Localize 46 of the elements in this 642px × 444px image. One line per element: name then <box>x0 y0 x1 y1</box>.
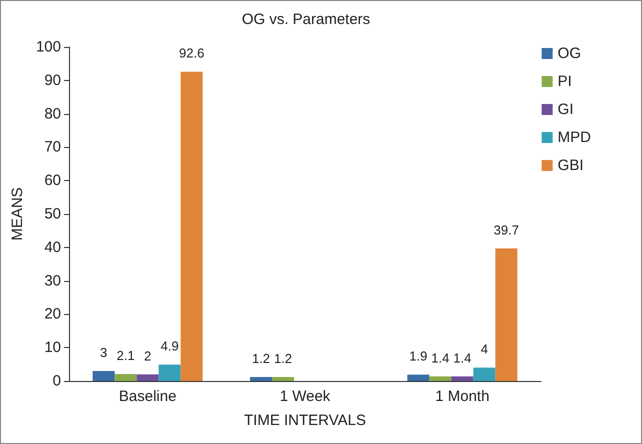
x-tick-label: 1 Week <box>280 388 331 405</box>
bar <box>429 376 452 381</box>
bar <box>180 72 203 381</box>
bar <box>495 248 518 381</box>
y-tick-label: 40 <box>44 238 61 256</box>
data-label: 1.4 <box>431 350 450 366</box>
y-tick-label: 30 <box>44 272 61 290</box>
y-tick-label: 20 <box>44 306 61 323</box>
legend-label: PI <box>558 73 572 90</box>
x-axis-title: TIME INTERVALS <box>244 412 366 429</box>
bar <box>473 368 496 381</box>
data-label: 1.9 <box>409 348 428 364</box>
data-label: 1.2 <box>274 350 292 366</box>
x-tick-label: 1 Month <box>435 388 490 405</box>
data-label: 2 <box>144 348 152 364</box>
y-tick-label: 80 <box>44 105 61 122</box>
data-label: 92.6 <box>179 46 204 61</box>
bar <box>407 374 430 381</box>
legend-label: MPD <box>558 129 592 146</box>
data-label: 4 <box>480 342 488 357</box>
legend-label: GI <box>558 101 574 118</box>
bar <box>114 374 137 381</box>
bar <box>92 370 115 381</box>
chart-title: OG vs. Parameters <box>242 11 370 28</box>
bar <box>136 374 159 381</box>
x-tick-label: Baseline <box>118 388 176 405</box>
legend-label: OG <box>558 45 582 62</box>
bar <box>158 364 181 381</box>
bar <box>250 376 272 381</box>
y-tick-label: 100 <box>36 38 61 56</box>
y-tick-label: 60 <box>44 172 61 190</box>
y-tick-label: 10 <box>44 339 61 356</box>
bar <box>272 376 294 381</box>
data-label: 1.4 <box>453 350 472 366</box>
data-label: 2.1 <box>116 348 135 363</box>
legend-label: GBI <box>558 157 584 174</box>
data-label: 39.7 <box>494 222 519 238</box>
y-tick-label: 90 <box>44 72 61 89</box>
data-label: 1.2 <box>252 350 270 366</box>
data-label: 3 <box>100 344 108 360</box>
y-tick-label: 50 <box>44 206 61 222</box>
y-axis-title: MEANS <box>9 187 26 241</box>
bar <box>451 376 474 381</box>
data-label: 4.9 <box>160 338 179 354</box>
y-tick-label: 0 <box>52 372 61 390</box>
y-tick-label: 70 <box>44 138 61 156</box>
